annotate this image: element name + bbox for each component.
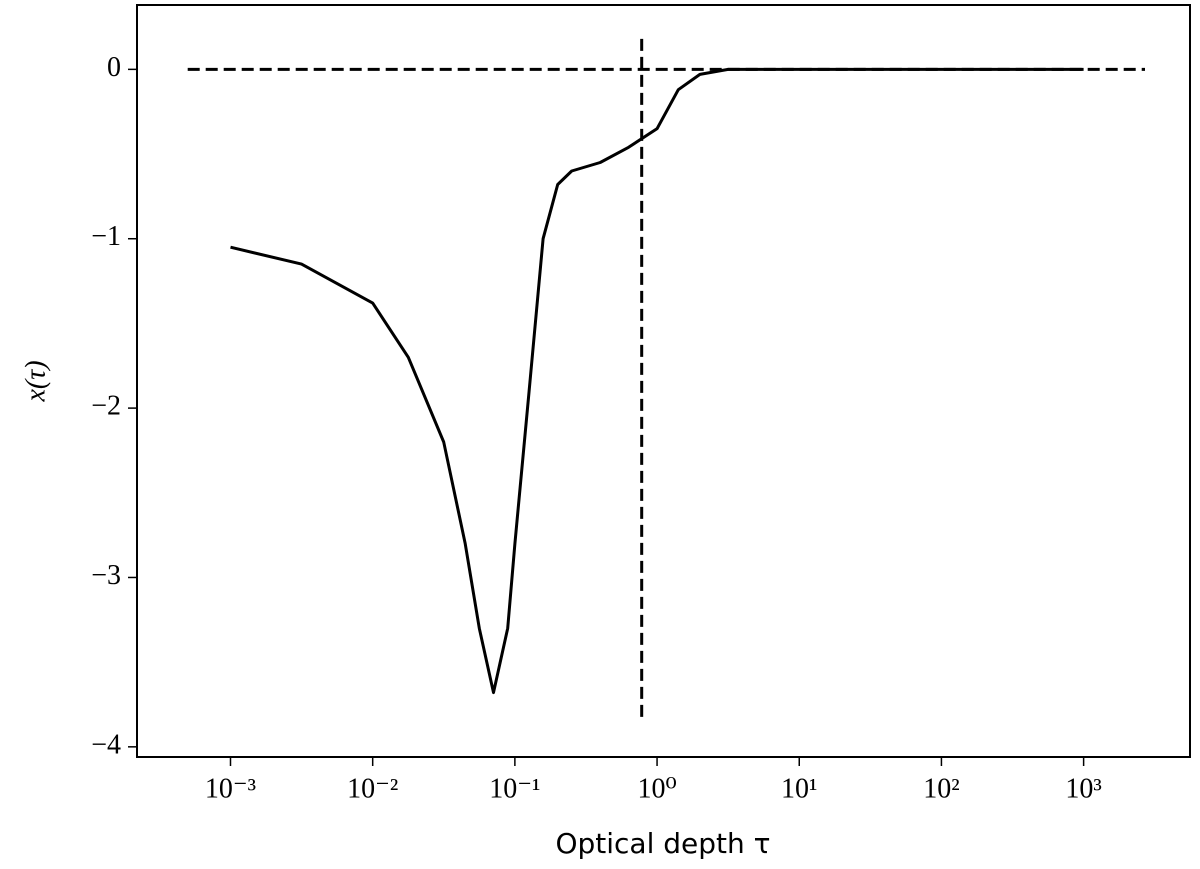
y-axis-label: x(τ) [20,360,51,402]
x-tick-label: 10¹ [781,773,817,804]
x-tick-label: 10² [923,773,959,804]
y-tick-label: −4 [91,729,121,760]
x-tick-label: 10³ [1065,773,1101,804]
y-tick-label: −2 [91,391,121,422]
x-axis-label: Optical depth τ [555,827,770,860]
y-tick-label: −1 [91,221,121,252]
x-tick-label: 10⁻³ [205,773,256,804]
plot-frame [136,4,1191,758]
y-tick-label: 0 [107,52,121,83]
curve [230,67,1084,695]
y-tick-label: −3 [91,560,121,591]
x-tick-label: 10⁻² [347,773,398,804]
x-tick-label: 10⁻¹ [489,773,540,804]
x-tick-label: 10⁰ [637,773,676,804]
